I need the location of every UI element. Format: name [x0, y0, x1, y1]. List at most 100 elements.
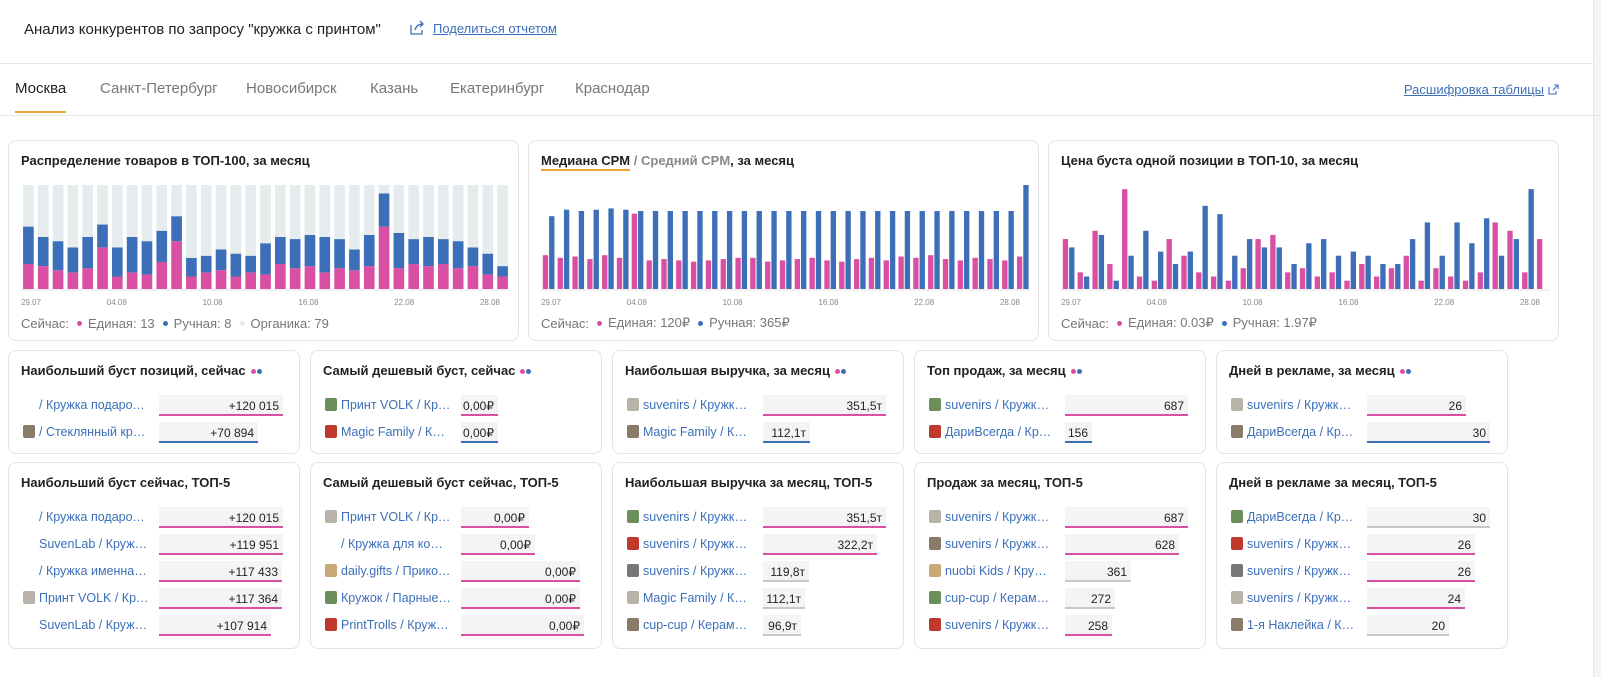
product-link[interactable]: suvenirs / Кружка с…	[945, 618, 1055, 632]
product-link[interactable]: suvenirs / Кружка с…	[1247, 398, 1357, 412]
page-scrollbar[interactable]	[1593, 0, 1601, 677]
boost-price-chart[interactable]: 29.07 04.08 10.08 16.08 22.08 28.08	[1061, 181, 1550, 307]
leaderboard-row[interactable]: suvenirs / Кружка с… 26	[1229, 532, 1495, 559]
product-link[interactable]: ДариВсегда / Кру…	[945, 425, 1055, 439]
leaderboard-row[interactable]: suvenirs / Кружка … 24	[1229, 586, 1495, 613]
manual-bar	[593, 209, 599, 289]
product-link[interactable]: daily.gifts / Прикол…	[341, 564, 451, 578]
leaderboard-row[interactable]: suvenirs / Кружка с… 687	[927, 505, 1193, 532]
leaderboard-row[interactable]: suvenirs / Кружка с… 687	[927, 393, 1193, 420]
leaderboard-row[interactable]: SuvenLab / Кружки… +119 951	[21, 532, 287, 559]
organic-bar-segment	[245, 185, 257, 256]
product-link[interactable]: suvenirs / Кружка …	[1247, 591, 1357, 605]
product-link[interactable]: Принт VOLK / Кру…	[39, 591, 149, 605]
median-cpm-toggle[interactable]: Медиана CPM	[541, 153, 631, 171]
leaderboard-row[interactable]: / Кружка для кофе… 0,00₽	[323, 532, 589, 559]
tab-novosibirsk[interactable]: Новосибирск	[246, 80, 337, 97]
product-link[interactable]: / Кружка подароч…	[39, 510, 149, 524]
product-link[interactable]: Magic Family / Кру…	[643, 425, 753, 439]
table-legend-link[interactable]: Расшифровка таблицы	[1404, 82, 1559, 97]
value-label: +107 914	[216, 619, 267, 633]
leaderboard-row[interactable]: daily.gifts / Прикол… 0,00₽	[323, 559, 589, 586]
leaderboard-row[interactable]: suvenirs / Кружка с… 258	[927, 613, 1193, 640]
leaderboard-row[interactable]: ДариВсегда / Кру… 30	[1229, 505, 1495, 532]
leaderboard-row[interactable]: suvenirs / Кружка … 351,5т	[625, 393, 891, 420]
product-link[interactable]: suvenirs / Кружка …	[945, 537, 1055, 551]
leaderboard-row[interactable]: ДариВсегда / Кру… 30	[1229, 420, 1495, 447]
leaderboard-row[interactable]: / Кружка подароч… +120 015	[21, 505, 287, 532]
product-link[interactable]: suvenirs / Кружка …	[643, 510, 753, 524]
leaderboard-row[interactable]: suvenirs / Кружка … 628	[927, 532, 1193, 559]
leaderboard-rows: suvenirs / Кружка с… 26 ДариВсегда / Кру… 3…	[1229, 393, 1495, 447]
leaderboard-row[interactable]: ДариВсегда / Кру… 156	[927, 420, 1193, 447]
product-link[interactable]: Принт VOLK / Кру…	[341, 398, 451, 412]
product-link[interactable]: suvenirs / Кружка с…	[643, 564, 753, 578]
product-link[interactable]: Magic Family / Кру…	[341, 425, 451, 439]
leaderboard-row[interactable]: Принт VOLK / Кру… 0,00₽	[323, 393, 589, 420]
product-link[interactable]: / Кружка для кофе…	[341, 537, 451, 551]
product-link[interactable]: suvenirs / Кружка с…	[1247, 537, 1357, 551]
product-link[interactable]: Кружок / Парные …	[341, 591, 451, 605]
leaderboard-row[interactable]: 1-я Наклейка / Кру… 20	[1229, 613, 1495, 640]
product-link[interactable]: / Стеклянный кру…	[39, 425, 149, 439]
tab-saint-petersburg[interactable]: Санкт-Петербург	[100, 80, 218, 97]
product-link[interactable]: nuobi Kids / Кружк…	[945, 564, 1055, 578]
product-link[interactable]: Magic Family / Кру…	[643, 591, 753, 605]
leaderboard-row[interactable]: Кружок / Парные … 0,00₽	[323, 586, 589, 613]
product-thumbnail	[627, 591, 639, 604]
single-bar	[705, 260, 712, 289]
product-link[interactable]: / Кружка подароч…	[39, 398, 149, 412]
single-bar	[676, 260, 682, 289]
cpm-chart[interactable]: 29.07 04.08 10.08 16.08 22.08 28.08	[541, 181, 1030, 307]
product-link[interactable]: Принт VOLK / Кру…	[341, 510, 451, 524]
share-report-link[interactable]: Поделиться отчетом	[409, 20, 557, 36]
product-link[interactable]: PrintTrolls / Кружк…	[341, 618, 451, 632]
leaderboard-row[interactable]: cup-cup / Керамич… 272	[927, 586, 1193, 613]
product-thumbnail	[325, 564, 337, 577]
product-link[interactable]: cup-cup / Керамич…	[945, 591, 1055, 605]
leaderboard-row[interactable]: Magic Family / Кру… 112,1т	[625, 420, 891, 447]
product-link[interactable]: suvenirs / Кружка …	[643, 398, 753, 412]
leaderboard-row[interactable]: suvenirs / Кружка … 351,5т	[625, 505, 891, 532]
manual-bar-segment	[363, 234, 375, 267]
tab-krasnodar[interactable]: Краснодар	[575, 80, 650, 97]
value-bar: 96,9т	[763, 615, 801, 636]
product-link[interactable]: suvenirs / Кружка с…	[945, 398, 1055, 412]
leaderboard-row[interactable]: suvenirs / Кружка с… 26	[1229, 559, 1495, 586]
single-bar	[957, 260, 964, 289]
leaderboard-row[interactable]: suvenirs / Кружка с… 119,8т	[625, 559, 891, 586]
leaderboard-row[interactable]: Magic Family / Кру… 0,00₽	[323, 420, 589, 447]
leaderboard-row[interactable]: suvenirs / Кружка с… 26	[1229, 393, 1495, 420]
leaderboard-row[interactable]: Принт VOLK / Кру… +117 364	[21, 586, 287, 613]
average-cpm-toggle[interactable]: Средний CPM	[641, 153, 731, 168]
product-link[interactable]: / Кружка именная …	[39, 564, 149, 578]
tab-kazan[interactable]: Казань	[370, 80, 419, 97]
product-link[interactable]: ДариВсегда / Кру…	[1247, 510, 1357, 524]
product-link[interactable]: SuvenLab / Кружки…	[39, 537, 149, 551]
leaderboard-row[interactable]: nuobi Kids / Кружк… 361	[927, 559, 1193, 586]
product-link[interactable]: SuvenLab / Кружка…	[39, 618, 149, 632]
manual-bar	[1528, 189, 1534, 289]
product-link[interactable]: suvenirs / Кружка с…	[1247, 564, 1357, 578]
leaderboard-row[interactable]: cup-cup / Керамич… 96,9т	[625, 613, 891, 640]
distribution-chart[interactable]: 29.07 04.08 10.08 16.08 22.08 28.08	[21, 181, 510, 307]
leaderboard-row[interactable]: SuvenLab / Кружка… +107 914	[21, 613, 287, 640]
product-link[interactable]: cup-cup / Керамич…	[643, 618, 753, 632]
product-link[interactable]: suvenirs / Кружка с…	[643, 537, 753, 551]
leaderboard-row[interactable]: / Кружка именная … +117 433	[21, 559, 287, 586]
leaderboard-row[interactable]: suvenirs / Кружка с… 322,2т	[625, 532, 891, 559]
leaderboard-row[interactable]: / Кружка подароч… +120 015	[21, 393, 287, 420]
tab-ekaterinburg[interactable]: Екатеринбург	[450, 80, 545, 97]
manual-bar-segment	[230, 253, 242, 277]
product-link[interactable]: suvenirs / Кружка с…	[945, 510, 1055, 524]
value-label: +117 433	[228, 565, 279, 579]
leaderboard-row[interactable]: PrintTrolls / Кружк… 0,00₽	[323, 613, 589, 640]
tab-moscow[interactable]: Москва	[15, 80, 67, 113]
leaderboard-row[interactable]: / Стеклянный кру… +70 894	[21, 420, 287, 447]
leaderboard-row[interactable]: Принт VOLK / Кру… 0,00₽	[323, 505, 589, 532]
leaderboard-row[interactable]: Magic Family / Кру… 112,1т	[625, 586, 891, 613]
single-bar	[1433, 268, 1439, 289]
product-link[interactable]: ДариВсегда / Кру…	[1247, 425, 1357, 439]
value-bar: +117 364	[159, 588, 282, 609]
product-link[interactable]: 1-я Наклейка / Кру…	[1247, 618, 1357, 632]
